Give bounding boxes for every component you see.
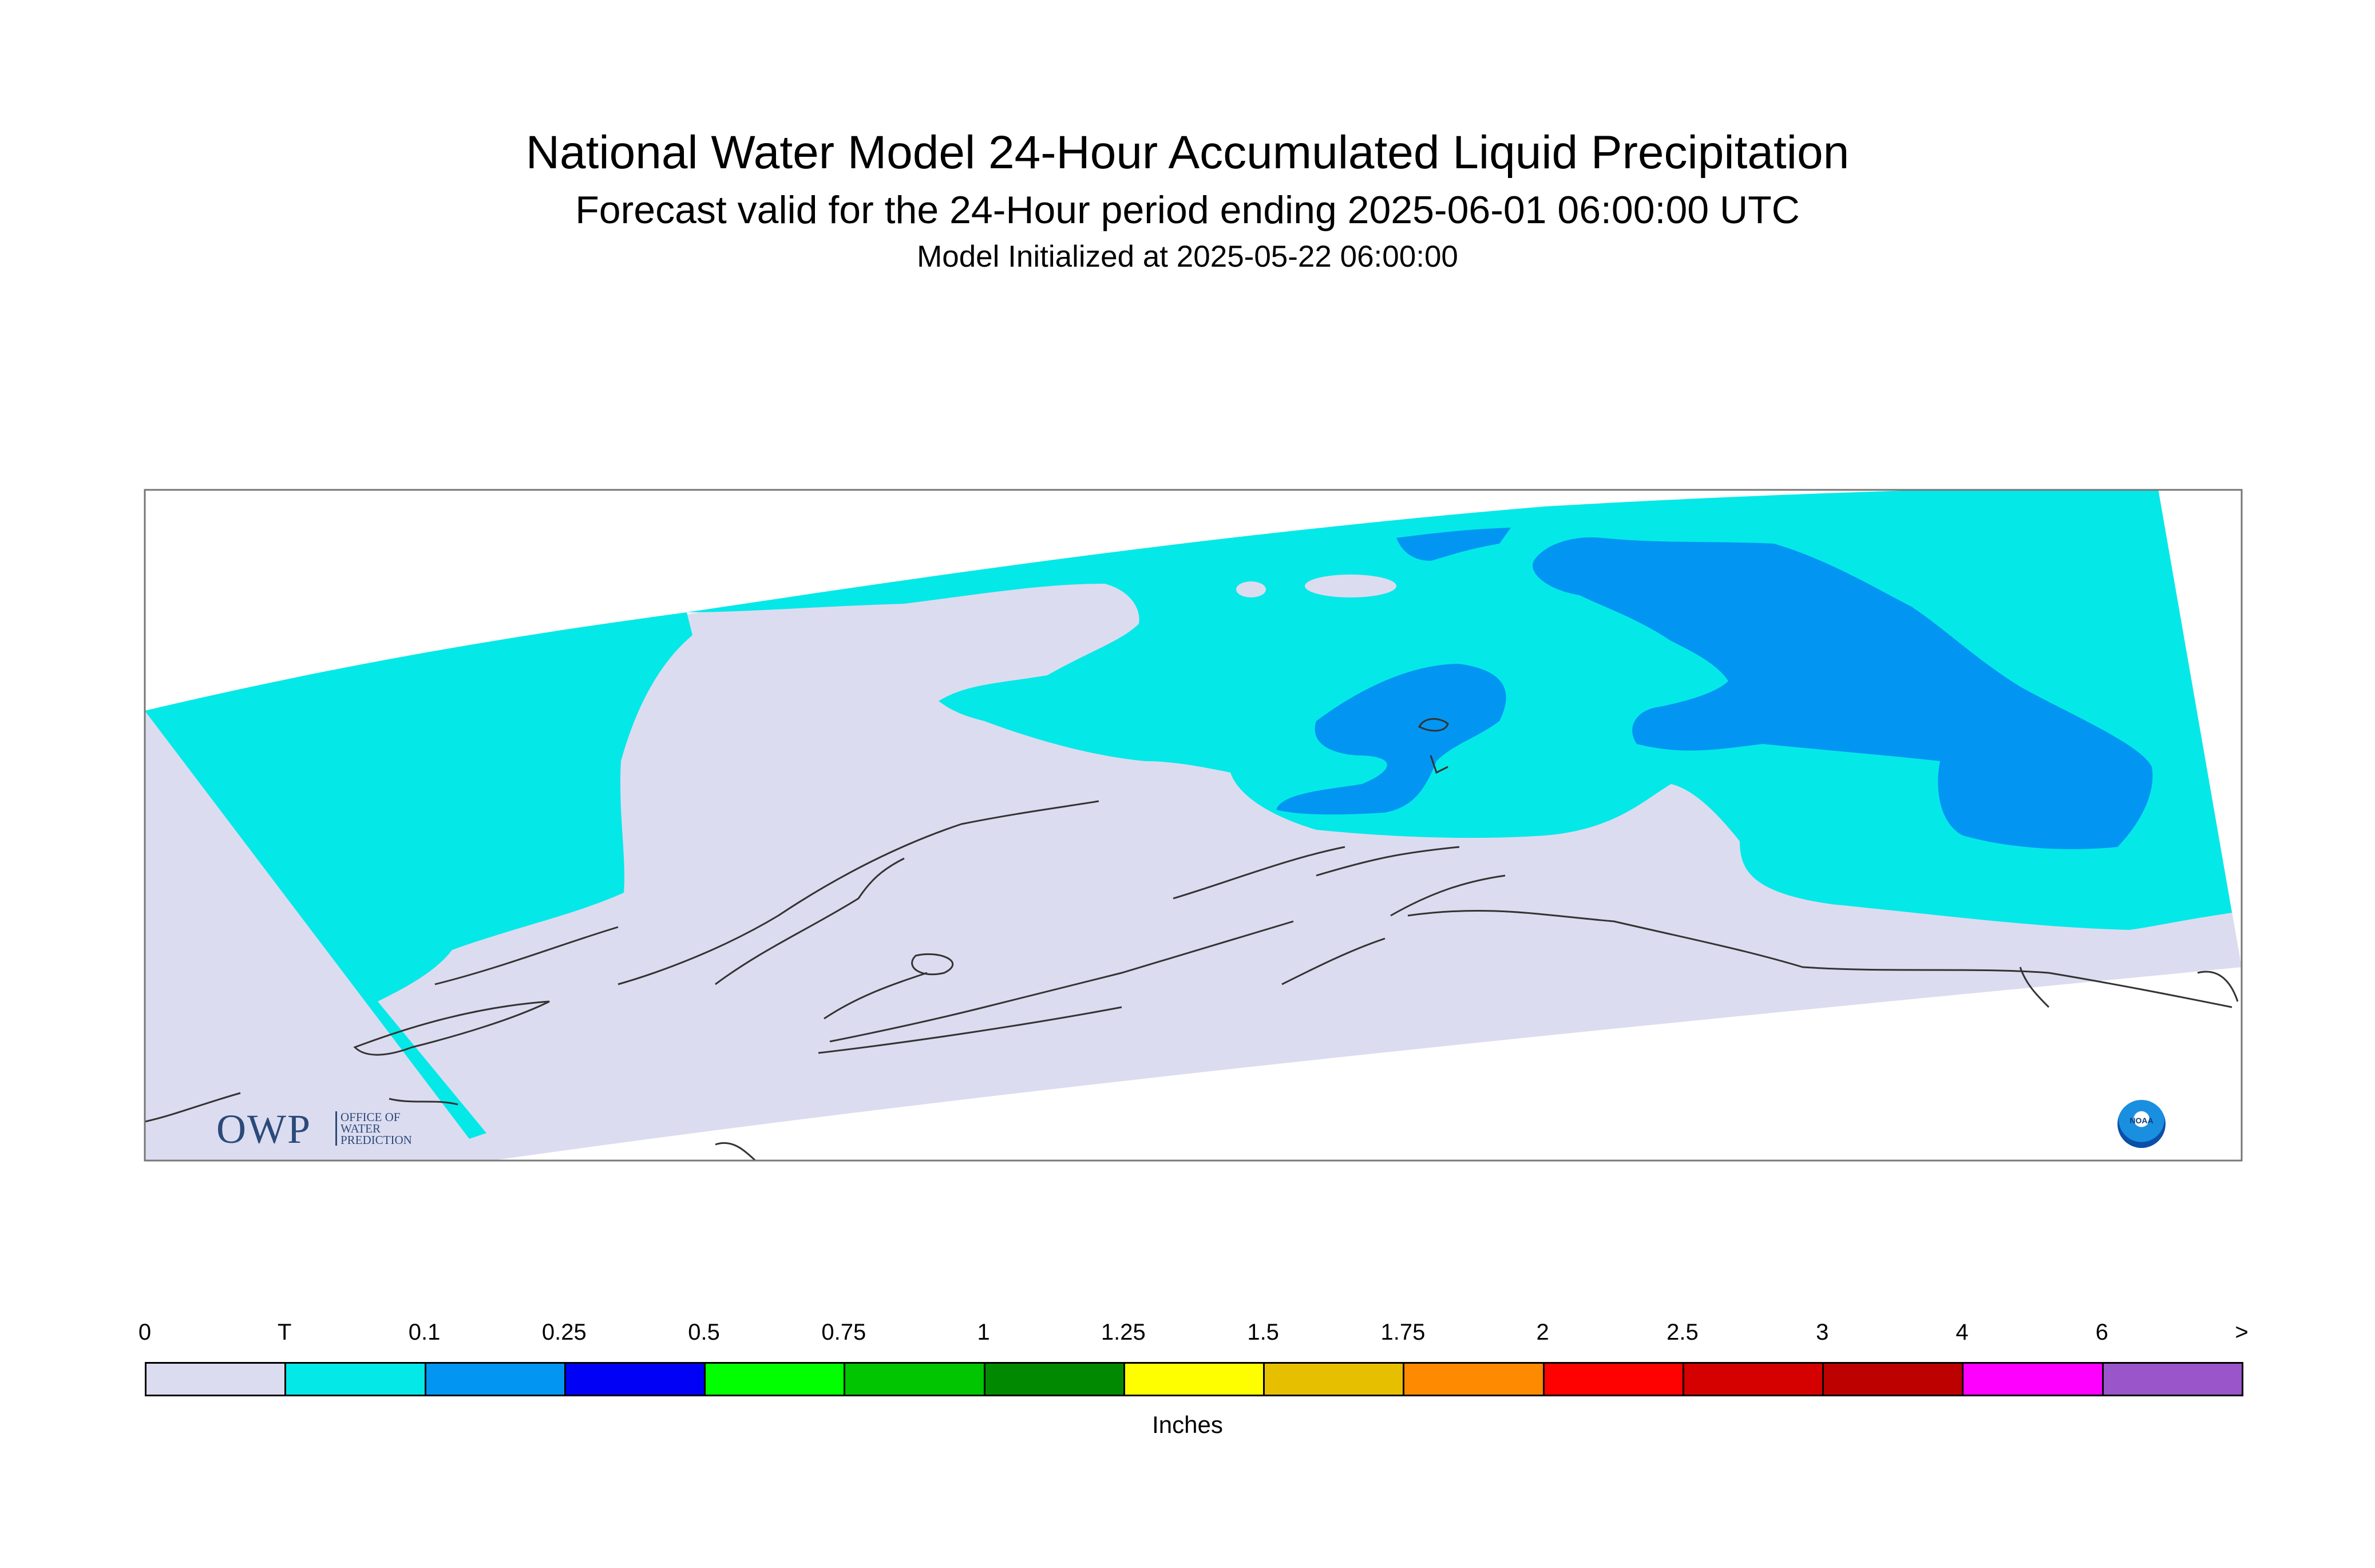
legend-swatch xyxy=(1123,1362,1265,1396)
noaa-logo: NOAA xyxy=(2117,1100,2166,1148)
precip-zero-patch xyxy=(1305,575,1396,597)
precip-zero-patch xyxy=(1236,581,1266,597)
owp-logo-line: OFFICE OF xyxy=(341,1110,401,1124)
legend-swatch xyxy=(564,1362,706,1396)
legend-tick-label: 1.25 xyxy=(1101,1320,1146,1345)
legend-swatch xyxy=(1822,1362,1964,1396)
legend-swatch xyxy=(983,1362,1125,1396)
noaa-logo-text: NOAA xyxy=(2129,1116,2154,1125)
owp-logo-abbrev: OWP xyxy=(216,1106,311,1152)
precip-light-area-center xyxy=(1276,664,1506,815)
owp-logo-line: WATER xyxy=(341,1122,381,1135)
legend-tick-label: 2 xyxy=(1536,1320,1549,1345)
legend-tick-label: 0.5 xyxy=(688,1320,720,1345)
coastlines xyxy=(145,718,2239,1161)
legend-tick-label: 2.5 xyxy=(1667,1320,1699,1345)
legend-swatch xyxy=(424,1362,566,1396)
legend-swatch xyxy=(284,1362,426,1396)
legend-tick-label: 0.25 xyxy=(541,1320,587,1345)
map-frame xyxy=(144,489,2243,1162)
legend-tick-label: 6 xyxy=(2095,1320,2108,1345)
legend-tick-label: > xyxy=(2235,1320,2249,1345)
legend-tick-label: 1.5 xyxy=(1247,1320,1279,1345)
precip-trace-area-west xyxy=(145,612,692,1139)
color-legend xyxy=(145,1362,2243,1396)
legend-swatch xyxy=(1263,1362,1405,1396)
legend-tick-label: 1 xyxy=(977,1320,990,1345)
owp-logo: OWP OFFICE OF WATER PREDICTION xyxy=(216,1106,434,1152)
model-init-line: Model Initialized at 2025-05-22 06:00:00 xyxy=(917,240,1458,274)
precip-light-area-east xyxy=(1533,537,2153,849)
legend-tick-label: 3 xyxy=(1816,1320,1829,1345)
map-subtitle: Forecast valid for the 24-Hour period en… xyxy=(575,188,1800,232)
legend-swatch xyxy=(1403,1362,1545,1396)
legend-swatch xyxy=(844,1362,985,1396)
legend-tick-label: T xyxy=(278,1320,292,1345)
owp-logo-line: PREDICTION xyxy=(341,1133,412,1147)
precip-light-area-north xyxy=(1396,528,1511,561)
legend-swatch xyxy=(145,1362,287,1396)
legend-tick-label: 4 xyxy=(1956,1320,1969,1345)
legend-swatch xyxy=(1962,1362,2104,1396)
legend-swatch xyxy=(1542,1362,1684,1396)
map-title: National Water Model 24-Hour Accumulated… xyxy=(525,126,1850,179)
legend-tick-label: 0 xyxy=(138,1320,152,1345)
owp-logo-text: OFFICE OF WATER PREDICTION xyxy=(335,1111,421,1146)
legend-swatch xyxy=(1682,1362,1824,1396)
legend-units-label: Inches xyxy=(1152,1411,1223,1438)
legend-tick-label: 0.75 xyxy=(821,1320,866,1345)
legend-tick-label: 0.1 xyxy=(408,1320,441,1345)
legend-tick-label: 1.75 xyxy=(1380,1320,1426,1345)
legend-swatch xyxy=(704,1362,846,1396)
legend-swatch xyxy=(2101,1362,2243,1396)
